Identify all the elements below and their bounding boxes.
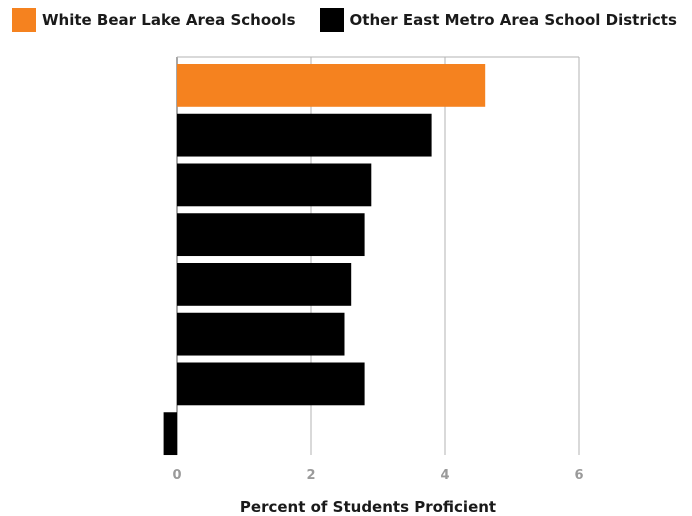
bar-series1-4 bbox=[177, 312, 345, 356]
x-tick-label-6: 6 bbox=[574, 468, 583, 483]
legend-swatch-other-districts bbox=[319, 8, 344, 32]
bar-series0-0 bbox=[177, 64, 486, 107]
bar-series1-3 bbox=[177, 263, 352, 306]
legend-swatch-white-bear-lake bbox=[12, 8, 36, 32]
bar-series1-6 bbox=[163, 412, 177, 456]
x-axis-title: Percent of Students Proficient bbox=[240, 498, 496, 516]
legend-label-white-bear-lake: White Bear Lake Area Schools bbox=[42, 11, 296, 29]
bar-series1-1 bbox=[177, 163, 372, 207]
bar-series1-2 bbox=[177, 213, 365, 257]
legend: White Bear Lake Area Schools Other East … bbox=[12, 7, 692, 33]
x-tick-label-2: 2 bbox=[306, 468, 315, 483]
legend-item-other-districts: Other East Metro Area School Districts bbox=[319, 8, 677, 32]
bar-series1-0 bbox=[177, 113, 432, 157]
legend-item-white-bear-lake: White Bear Lake Area Schools bbox=[12, 8, 296, 32]
x-tick-labels: 0 2 4 6 bbox=[172, 468, 583, 483]
legend-label-other-districts: Other East Metro Area School Districts bbox=[349, 11, 677, 29]
bar-series1-5 bbox=[177, 362, 365, 406]
bars bbox=[163, 64, 486, 456]
x-tick-label-0: 0 bbox=[172, 468, 181, 483]
x-tick-label-4: 4 bbox=[440, 468, 449, 483]
